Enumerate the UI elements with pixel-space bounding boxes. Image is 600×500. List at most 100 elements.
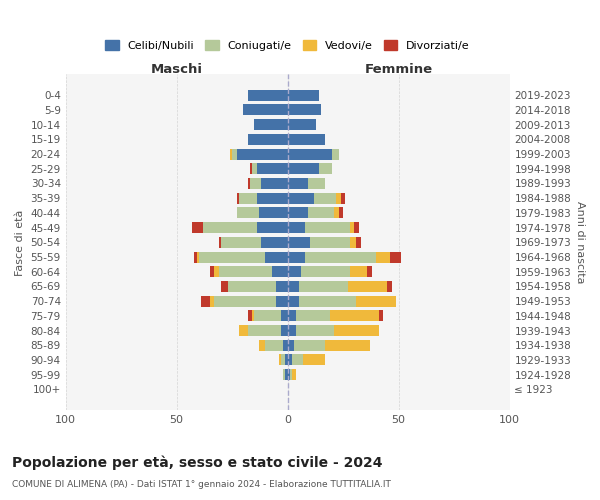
Bar (292, 369, 296, 380)
Bar (305, 222, 350, 233)
Bar (287, 222, 305, 233)
Bar (296, 310, 330, 322)
Bar (248, 178, 250, 189)
Bar (281, 354, 286, 366)
Bar (248, 90, 287, 101)
Bar (303, 354, 325, 366)
Bar (379, 310, 383, 322)
Bar (248, 325, 281, 336)
Bar (334, 325, 379, 336)
Bar (292, 354, 303, 366)
Bar (252, 310, 254, 322)
Bar (287, 178, 308, 189)
Bar (265, 340, 283, 351)
Bar (281, 325, 287, 336)
Bar (254, 310, 281, 322)
Bar (214, 296, 277, 306)
Bar (221, 237, 261, 248)
Bar (287, 325, 296, 336)
Bar (294, 340, 325, 351)
Bar (286, 369, 287, 380)
Bar (254, 119, 287, 130)
Bar (250, 164, 252, 174)
Bar (243, 104, 287, 116)
Bar (236, 148, 287, 160)
Bar (261, 178, 287, 189)
Bar (214, 266, 219, 277)
Bar (287, 369, 290, 380)
Bar (332, 148, 338, 160)
Bar (287, 148, 332, 160)
Bar (239, 192, 257, 203)
Bar (287, 192, 314, 203)
Bar (301, 266, 350, 277)
Bar (210, 296, 214, 306)
Bar (350, 237, 356, 248)
Bar (347, 281, 388, 292)
Bar (338, 208, 343, 218)
Bar (286, 354, 287, 366)
Bar (248, 310, 252, 322)
Bar (354, 222, 359, 233)
Bar (287, 281, 299, 292)
Bar (287, 90, 319, 101)
Bar (287, 340, 294, 351)
Bar (319, 164, 332, 174)
Bar (197, 252, 199, 262)
Bar (261, 237, 287, 248)
Bar (192, 222, 203, 233)
Bar (305, 252, 376, 262)
Legend: Celibi/Nubili, Coniugati/e, Vedovi/e, Divorziati/e: Celibi/Nubili, Coniugati/e, Vedovi/e, Di… (102, 36, 473, 54)
Bar (239, 325, 248, 336)
Bar (341, 192, 345, 203)
Bar (248, 134, 287, 145)
Bar (252, 164, 257, 174)
Bar (308, 178, 325, 189)
Bar (227, 281, 277, 292)
Bar (356, 296, 397, 306)
Bar (337, 192, 341, 203)
Bar (350, 222, 354, 233)
Bar (250, 178, 261, 189)
Bar (265, 252, 287, 262)
Bar (290, 369, 292, 380)
Bar (287, 310, 296, 322)
Text: Popolazione per età, sesso e stato civile - 2024: Popolazione per età, sesso e stato civil… (12, 455, 383, 469)
Bar (219, 266, 272, 277)
Text: Maschi: Maschi (151, 63, 203, 76)
Bar (299, 281, 347, 292)
Bar (277, 296, 287, 306)
Bar (236, 192, 239, 203)
Bar (388, 281, 392, 292)
Bar (283, 369, 286, 380)
Text: COMUNE DI ALIMENA (PA) - Dati ISTAT 1° gennaio 2024 - Elaborazione TUTTITALIA.IT: COMUNE DI ALIMENA (PA) - Dati ISTAT 1° g… (12, 480, 391, 489)
Bar (283, 340, 287, 351)
Bar (272, 266, 287, 277)
Text: Femmine: Femmine (364, 63, 433, 76)
Bar (287, 354, 292, 366)
Bar (334, 208, 338, 218)
Bar (308, 208, 334, 218)
Bar (257, 222, 287, 233)
Bar (287, 134, 325, 145)
Bar (310, 237, 350, 248)
Bar (221, 281, 227, 292)
Bar (287, 266, 301, 277)
Y-axis label: Anni di nascita: Anni di nascita (575, 201, 585, 283)
Bar (325, 340, 370, 351)
Bar (201, 296, 210, 306)
Bar (287, 296, 299, 306)
Bar (330, 310, 379, 322)
Bar (199, 252, 265, 262)
Bar (356, 237, 361, 248)
Bar (296, 325, 334, 336)
Bar (287, 164, 319, 174)
Bar (279, 354, 281, 366)
Bar (236, 208, 259, 218)
Bar (257, 164, 287, 174)
Bar (281, 310, 287, 322)
Bar (299, 296, 356, 306)
Bar (287, 119, 316, 130)
Bar (287, 104, 321, 116)
Y-axis label: Fasce di età: Fasce di età (15, 209, 25, 276)
